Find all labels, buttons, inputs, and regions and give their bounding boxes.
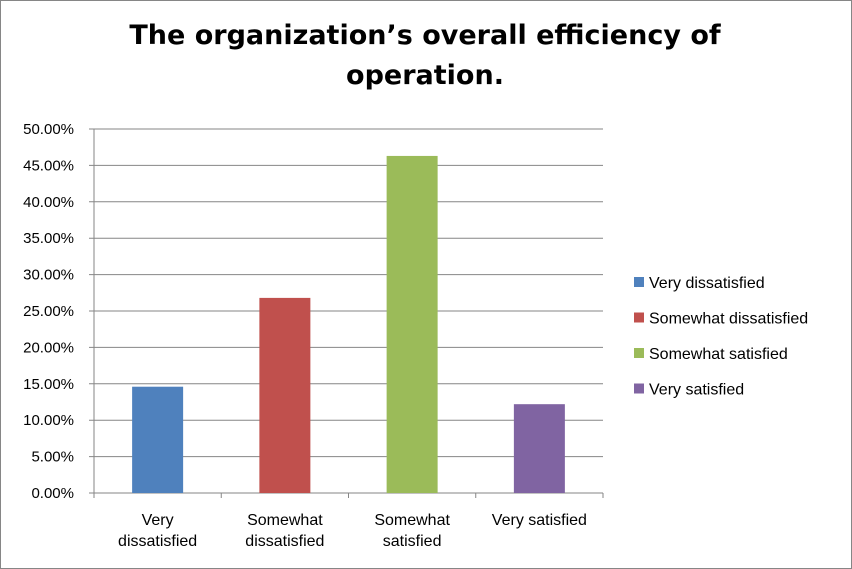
legend-swatch xyxy=(634,383,644,394)
chart-title: The organization’s overall efficiency of… xyxy=(129,20,721,91)
bar xyxy=(132,386,184,493)
legend-label: Very satisfied xyxy=(649,382,744,399)
y-tick-label: 25.00% xyxy=(23,303,74,320)
y-tick-label: 30.00% xyxy=(23,267,74,284)
y-tick-label: 35.00% xyxy=(23,230,74,247)
y-tick-label: 20.00% xyxy=(23,339,74,356)
y-tick-label: 10.00% xyxy=(23,412,74,429)
y-tick-label: 5.00% xyxy=(31,449,74,466)
x-category-label: satisfied xyxy=(383,533,442,550)
y-tick-label: 50.00% xyxy=(23,121,74,138)
bar xyxy=(513,404,565,493)
bar xyxy=(386,155,438,493)
x-category-label: Very xyxy=(142,512,174,529)
x-category-label: Somewhat xyxy=(247,512,323,529)
legend-label: Somewhat dissatisfied xyxy=(649,311,808,328)
x-category-label: Very satisfied xyxy=(492,512,587,529)
x-category-label: dissatisfied xyxy=(245,533,324,550)
legend-swatch xyxy=(634,348,644,358)
y-tick-label: 40.00% xyxy=(23,194,74,211)
y-tick-label: 45.00% xyxy=(23,157,74,174)
legend-label: Very dissatisfied xyxy=(649,275,765,292)
legend-swatch xyxy=(634,312,644,323)
legend-label: Somewhat satisfied xyxy=(649,346,788,363)
x-category-label: dissatisfied xyxy=(118,533,197,550)
bar xyxy=(259,297,311,493)
legend-swatch xyxy=(634,277,644,287)
x-category-label: Somewhat xyxy=(374,512,450,529)
y-tick-label: 0.00% xyxy=(31,485,74,502)
y-tick-label: 15.00% xyxy=(23,376,74,393)
